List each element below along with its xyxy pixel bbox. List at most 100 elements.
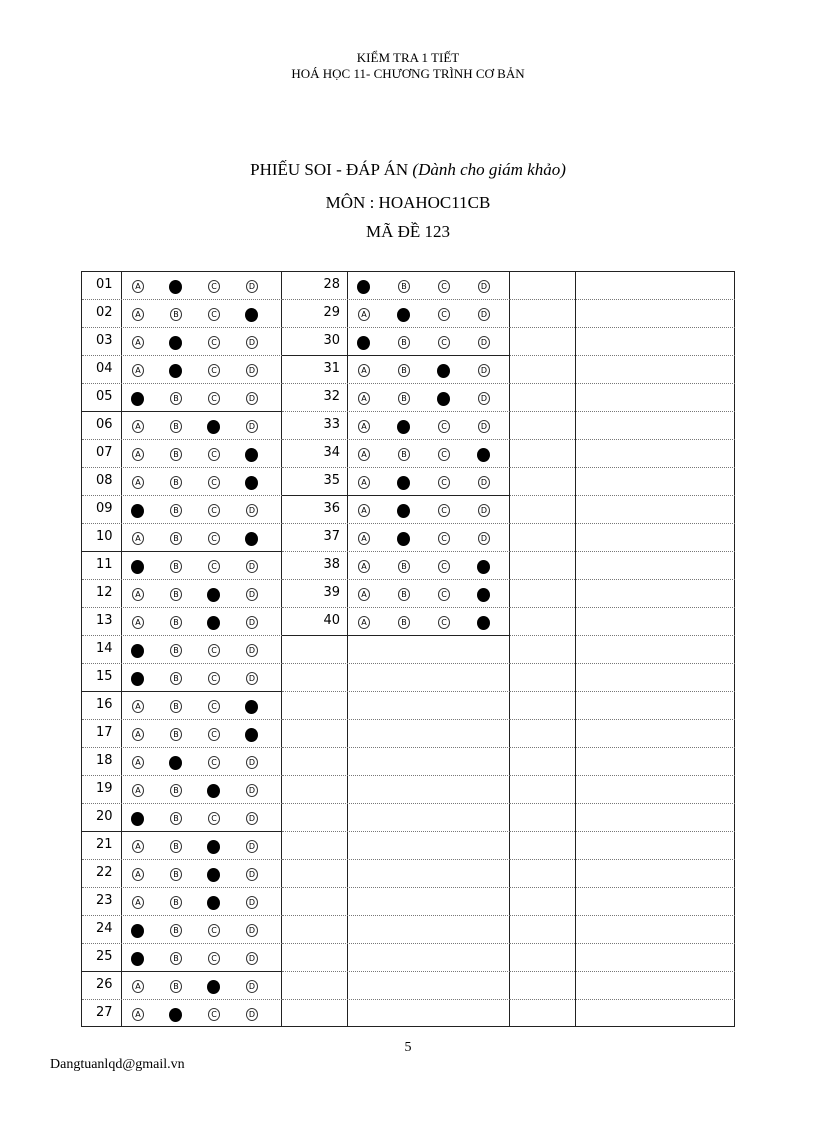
answer-bubble-b: B	[170, 644, 182, 657]
answer-bubble-filled	[207, 616, 220, 630]
answer-bubble-a: A	[132, 308, 144, 321]
row-divider	[510, 943, 735, 944]
row-divider	[82, 551, 282, 552]
row-divider	[282, 635, 510, 636]
answer-bubble-b: B	[170, 700, 182, 713]
answer-bubble-a: A	[132, 1008, 144, 1021]
row-divider	[510, 971, 735, 972]
answer-bubble-filled	[207, 896, 220, 910]
row-divider	[82, 327, 282, 328]
answer-bubble-c: C	[438, 588, 450, 601]
answer-bubble-d: D	[246, 336, 258, 349]
row-divider	[510, 327, 735, 328]
answer-bubble-filled	[169, 756, 182, 770]
answer-bubble-filled	[477, 616, 490, 630]
answer-bubble-a: A	[358, 420, 370, 433]
row-divider	[510, 467, 735, 468]
question-number: 12	[96, 585, 113, 600]
answer-bubble-c: C	[208, 644, 220, 657]
answer-bubble-d: D	[478, 476, 490, 489]
row-divider	[82, 691, 282, 692]
answer-bubble-b: B	[170, 476, 182, 489]
answer-bubble-c: C	[208, 504, 220, 517]
question-number: 33	[323, 417, 340, 432]
answer-bubble-b: B	[170, 812, 182, 825]
column-divider	[81, 271, 82, 1027]
answer-bubble-c: C	[208, 952, 220, 965]
row-divider	[282, 747, 510, 748]
answer-bubble-b: B	[170, 392, 182, 405]
question-number: 19	[96, 781, 113, 796]
row-divider	[82, 887, 282, 888]
answer-bubble-a: A	[132, 448, 144, 461]
answer-bubble-c: C	[208, 364, 220, 377]
answer-bubble-filled	[477, 448, 490, 462]
answer-bubble-filled	[245, 476, 258, 490]
answer-grid: 01 A C D 02 A B C 03 A C D 04 A C D 05 B C D 06 A B D 07 A B C 08 A B C…	[81, 271, 735, 1027]
row-divider	[510, 495, 735, 496]
question-number: 32	[323, 389, 340, 404]
answer-bubble-a: A	[132, 728, 144, 741]
row-divider	[510, 887, 735, 888]
answer-bubble-c: C	[208, 1008, 220, 1021]
row-divider	[82, 971, 282, 972]
answer-bubble-c: C	[438, 280, 450, 293]
row-divider	[82, 607, 282, 608]
question-number: 22	[96, 865, 113, 880]
answer-bubble-c: C	[208, 336, 220, 349]
row-divider	[82, 635, 282, 636]
column-divider	[281, 271, 282, 1027]
question-number: 37	[323, 529, 340, 544]
answer-bubble-b: B	[170, 840, 182, 853]
question-number: 07	[96, 445, 113, 460]
row-divider	[510, 719, 735, 720]
row-divider	[82, 523, 282, 524]
header-line-1: KIỂM TRA 1 TIẾT	[356, 50, 460, 65]
answer-bubble-a: A	[358, 504, 370, 517]
answer-bubble-filled	[207, 420, 220, 434]
answer-bubble-filled	[397, 420, 410, 434]
title-main: PHIẾU SOI - ĐÁP ÁN	[250, 160, 413, 179]
answer-bubble-d: D	[246, 644, 258, 657]
row-divider	[510, 775, 735, 776]
answer-bubble-a: A	[358, 616, 370, 629]
answer-bubble-d: D	[246, 364, 258, 377]
answer-bubble-d: D	[478, 420, 490, 433]
question-number: 04	[96, 361, 113, 376]
row-divider	[282, 383, 510, 384]
column-divider	[121, 271, 122, 1027]
question-number: 06	[96, 417, 113, 432]
answer-bubble-b: B	[398, 448, 410, 461]
answer-bubble-b: B	[170, 728, 182, 741]
question-number: 20	[96, 809, 113, 824]
answer-bubble-a: A	[358, 588, 370, 601]
answer-bubble-filled	[207, 868, 220, 882]
answer-bubble-b: B	[170, 308, 182, 321]
answer-bubble-filled	[169, 364, 182, 378]
question-number: 36	[323, 501, 340, 516]
answer-bubble-a: A	[132, 476, 144, 489]
row-divider	[282, 495, 510, 496]
answer-bubble-filled	[397, 308, 410, 322]
answer-bubble-c: C	[208, 756, 220, 769]
column-divider	[347, 271, 348, 1027]
row-divider	[82, 747, 282, 748]
row-divider	[282, 467, 510, 468]
answer-bubble-d: D	[246, 896, 258, 909]
answer-bubble-c: C	[208, 728, 220, 741]
author-email: Dangtuanlqd@gmail.vn	[50, 1057, 185, 1072]
question-number: 24	[96, 921, 113, 936]
row-divider	[510, 691, 735, 692]
answer-bubble-filled	[245, 700, 258, 714]
answer-bubble-d: D	[246, 560, 258, 573]
answer-bubble-d: D	[478, 392, 490, 405]
answer-bubble-filled	[245, 308, 258, 322]
row-divider	[510, 803, 735, 804]
question-number: 15	[96, 669, 113, 684]
answer-bubble-c: C	[438, 560, 450, 573]
row-divider	[82, 943, 282, 944]
answer-bubble-d: D	[478, 504, 490, 517]
answer-bubble-d: D	[478, 336, 490, 349]
answer-bubble-d: D	[478, 308, 490, 321]
row-divider	[510, 355, 735, 356]
